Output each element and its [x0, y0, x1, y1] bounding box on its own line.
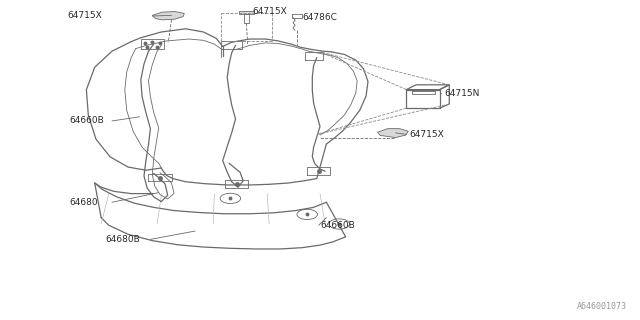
Polygon shape — [378, 129, 408, 138]
Text: 64660B: 64660B — [320, 221, 355, 230]
Text: 64715X: 64715X — [68, 12, 102, 20]
Text: 64786C: 64786C — [302, 13, 337, 22]
Polygon shape — [239, 11, 254, 14]
Polygon shape — [152, 12, 184, 20]
Text: 64715N: 64715N — [445, 89, 480, 98]
Text: 64660B: 64660B — [69, 116, 104, 125]
Text: 64715X: 64715X — [253, 7, 287, 16]
Text: 64680: 64680 — [69, 198, 98, 207]
Text: A646001073: A646001073 — [577, 302, 627, 311]
Text: 64680B: 64680B — [106, 235, 140, 244]
Text: 64715X: 64715X — [410, 130, 444, 139]
